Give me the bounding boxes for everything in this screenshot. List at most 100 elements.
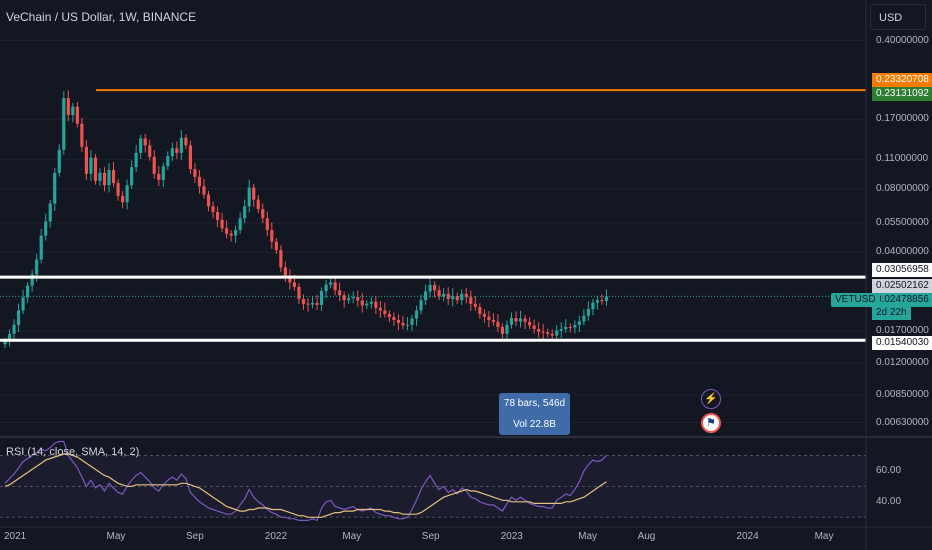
- candle-body: [423, 291, 428, 301]
- candle-body: [297, 286, 301, 300]
- currency-button[interactable]: USD: [870, 4, 926, 30]
- candle-body: [500, 326, 505, 334]
- candle-body: [26, 285, 30, 298]
- candle-body: [469, 297, 473, 304]
- candle-body: [342, 295, 346, 301]
- candle-body: [211, 206, 215, 213]
- candle-body: [555, 330, 559, 336]
- candle-body: [528, 321, 532, 326]
- candle-body: [143, 138, 147, 146]
- candle-body: [120, 195, 125, 203]
- candle-body: [568, 326, 572, 328]
- candle-body: [274, 241, 278, 251]
- candle-body: [166, 156, 170, 167]
- price-tick-label: 0.08000000: [876, 182, 929, 194]
- candle-body: [98, 172, 102, 181]
- measure-tool-box[interactable]: 78 bars, 546d Vol 22.8B: [499, 393, 570, 435]
- candle-body: [523, 318, 527, 322]
- candle-body: [496, 321, 500, 327]
- candle-body: [595, 300, 600, 303]
- candle-body: [102, 172, 107, 186]
- candle-body: [66, 98, 70, 116]
- time-tick-label: May: [578, 531, 598, 542]
- candle-body: [107, 169, 111, 186]
- white-bottom-level-tag: 0.01540030: [872, 336, 932, 350]
- white-top-level-tag: 0.03056958: [872, 263, 932, 277]
- lightning-icon[interactable]: ⚡: [701, 389, 721, 409]
- candle-body: [256, 199, 260, 210]
- candle-body: [310, 302, 315, 305]
- candle-body: [175, 148, 179, 153]
- candle-body: [188, 145, 192, 170]
- candle-body: [193, 169, 197, 177]
- candle-body: [21, 297, 25, 311]
- time-tick-label: 2023: [500, 531, 523, 542]
- flag-icon[interactable]: ⚑: [701, 413, 721, 433]
- time-tick-label: 2022: [264, 531, 288, 542]
- candle-body: [139, 138, 143, 153]
- candle-body: [559, 329, 563, 331]
- price-tick-label: 0.01200000: [876, 357, 929, 369]
- candle-body: [351, 297, 355, 299]
- rsi-tick-label: 60.00: [876, 464, 902, 476]
- measure-bars-text: 78 bars, 546d: [503, 398, 566, 409]
- candle-body: [518, 318, 523, 322]
- candle-body: [84, 146, 88, 174]
- candle-body: [433, 284, 437, 291]
- candle-body: [62, 98, 66, 150]
- candle-body: [238, 218, 242, 231]
- candle-body: [401, 322, 405, 326]
- time-tick-label: 2021: [4, 531, 27, 542]
- rsi-sma-line: [4, 453, 607, 518]
- price-tick-label: 0.00630000: [876, 416, 929, 428]
- price-tick-label: 0.40000000: [876, 34, 929, 46]
- candle-body: [301, 299, 306, 304]
- candle-body: [234, 230, 238, 236]
- candle-body: [206, 194, 211, 207]
- current-gray-tag: 0.02502162: [872, 279, 932, 293]
- candle-body: [3, 341, 7, 345]
- candle-body: [283, 267, 287, 276]
- rsi-tick-label: 40.00: [876, 495, 902, 507]
- candle-body: [491, 319, 495, 322]
- candle-body: [35, 259, 39, 275]
- candle-body: [197, 176, 202, 187]
- green-level-tag: 0.23131092: [872, 87, 932, 101]
- candle-body: [428, 284, 432, 292]
- candle-body: [111, 169, 116, 184]
- candle-body: [505, 324, 509, 334]
- candle-body: [243, 206, 247, 219]
- rsi-legend: RSI (14, close, SMA, 14, 2): [6, 446, 140, 458]
- grid-lines: [0, 40, 865, 424]
- candle-body: [125, 185, 129, 203]
- candle-body: [582, 315, 586, 322]
- horizontal-levels[interactable]: [0, 89, 866, 342]
- candle-body: [12, 324, 16, 334]
- candle-body: [392, 317, 396, 320]
- candle-body: [374, 301, 378, 308]
- candle-body: [161, 166, 165, 180]
- candle-body: [220, 219, 224, 229]
- candlestick-series: [3, 90, 609, 349]
- candle-body: [577, 321, 581, 325]
- candle-body: [329, 282, 333, 285]
- candle-body: [437, 290, 441, 297]
- candle-body: [225, 228, 229, 234]
- candle-body: [550, 333, 554, 336]
- candle-body: [93, 157, 98, 181]
- candle-body: [356, 297, 360, 301]
- candle-body: [396, 319, 401, 323]
- candle-body: [7, 333, 12, 342]
- candle-body: [247, 187, 251, 207]
- candle-body: [53, 172, 57, 204]
- candle-body: [455, 296, 459, 301]
- candle-body: [48, 203, 52, 222]
- candle-body: [229, 233, 233, 236]
- candle-body: [604, 296, 609, 301]
- candle-body: [30, 274, 34, 286]
- candle-body: [134, 152, 138, 168]
- candle-body: [16, 310, 21, 325]
- candle-body: [573, 324, 577, 328]
